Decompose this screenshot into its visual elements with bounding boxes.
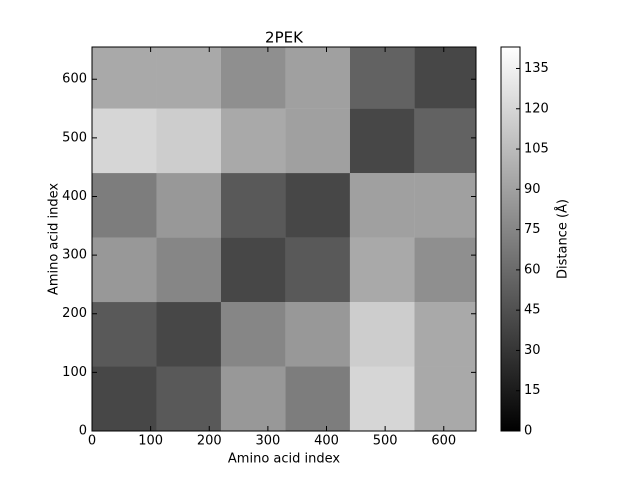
y-axis-label: Amino acid index <box>47 183 62 295</box>
y-tick-label: 600 <box>62 72 87 87</box>
heatmap-cell <box>220 302 286 367</box>
heatmap-cell <box>349 47 415 109</box>
heatmap-cell <box>414 237 476 303</box>
x-tick-label: 400 <box>314 434 339 449</box>
heatmap-cell <box>156 173 221 238</box>
heatmap-cell <box>156 108 221 174</box>
colorbar-tick-label: 90 <box>524 182 541 197</box>
colorbar-tick-label: 105 <box>524 142 549 157</box>
y-tick-label: 100 <box>62 365 87 380</box>
heatmap-cell <box>414 47 476 109</box>
x-tick-label: 200 <box>197 434 222 449</box>
colorbar-tick-label: 0 <box>524 424 532 439</box>
heatmap-cell <box>156 237 221 303</box>
heatmap-cell <box>92 108 157 174</box>
x-tick-label: 600 <box>431 434 456 449</box>
heatmap-cell <box>220 366 286 431</box>
colorbar-tick-label: 15 <box>524 383 541 398</box>
y-tick-label: 0 <box>79 424 87 439</box>
heatmap-cell <box>156 366 221 431</box>
heatmap-cell <box>285 173 350 238</box>
x-axis-label: Amino acid index <box>228 452 340 467</box>
heatmap-cell <box>92 173 157 238</box>
y-tick-label: 500 <box>62 130 87 145</box>
heatmap-cell <box>156 47 221 109</box>
heatmap-cell <box>92 366 157 431</box>
heatmap-cell <box>285 237 350 303</box>
heatmap-cell <box>349 237 415 303</box>
x-tick-label: 100 <box>138 434 163 449</box>
colorbar-tick-label: 120 <box>524 101 549 116</box>
colorbar <box>500 46 521 432</box>
heatmap-cell <box>285 108 350 174</box>
chart-title: 2PEK <box>265 29 304 47</box>
colorbar-tick-label: 45 <box>524 303 541 318</box>
heatmap-cell <box>349 173 415 238</box>
x-tick-label: 300 <box>255 434 280 449</box>
heatmap-cell <box>414 302 476 367</box>
heatmap-cell <box>92 47 157 109</box>
heatmap-cell <box>414 173 476 238</box>
heatmap-cell <box>414 108 476 174</box>
heatmap-cell <box>285 47 350 109</box>
heatmap-cell <box>220 47 286 109</box>
plot-frame <box>91 46 477 432</box>
colorbar-tick-label: 30 <box>524 343 541 358</box>
y-tick-label: 200 <box>62 306 87 321</box>
heatmap-cell <box>220 108 286 174</box>
heatmap-cell <box>92 237 157 303</box>
heatmap-cell <box>414 366 476 431</box>
heatmap-cell <box>349 108 415 174</box>
heatmap-cell <box>285 366 350 431</box>
x-tick-label: 0 <box>88 434 96 449</box>
heatmap-cell <box>156 302 221 367</box>
y-tick-label: 300 <box>62 248 87 263</box>
colorbar-tick-label: 135 <box>524 61 549 76</box>
colorbar-label: Distance (Å) <box>555 199 571 279</box>
colorbar-tick-label: 60 <box>524 262 541 277</box>
heatmap-cell <box>349 366 415 431</box>
y-tick-label: 400 <box>62 189 87 204</box>
heatmap-cell <box>92 302 157 367</box>
heatmap-cell <box>349 302 415 367</box>
colorbar-tick-label: 75 <box>524 222 541 237</box>
x-tick-label: 500 <box>373 434 398 449</box>
heatmap-cell <box>220 237 286 303</box>
heatmap-cell <box>285 302 350 367</box>
heatmap <box>92 47 476 431</box>
heatmap-cell <box>220 173 286 238</box>
